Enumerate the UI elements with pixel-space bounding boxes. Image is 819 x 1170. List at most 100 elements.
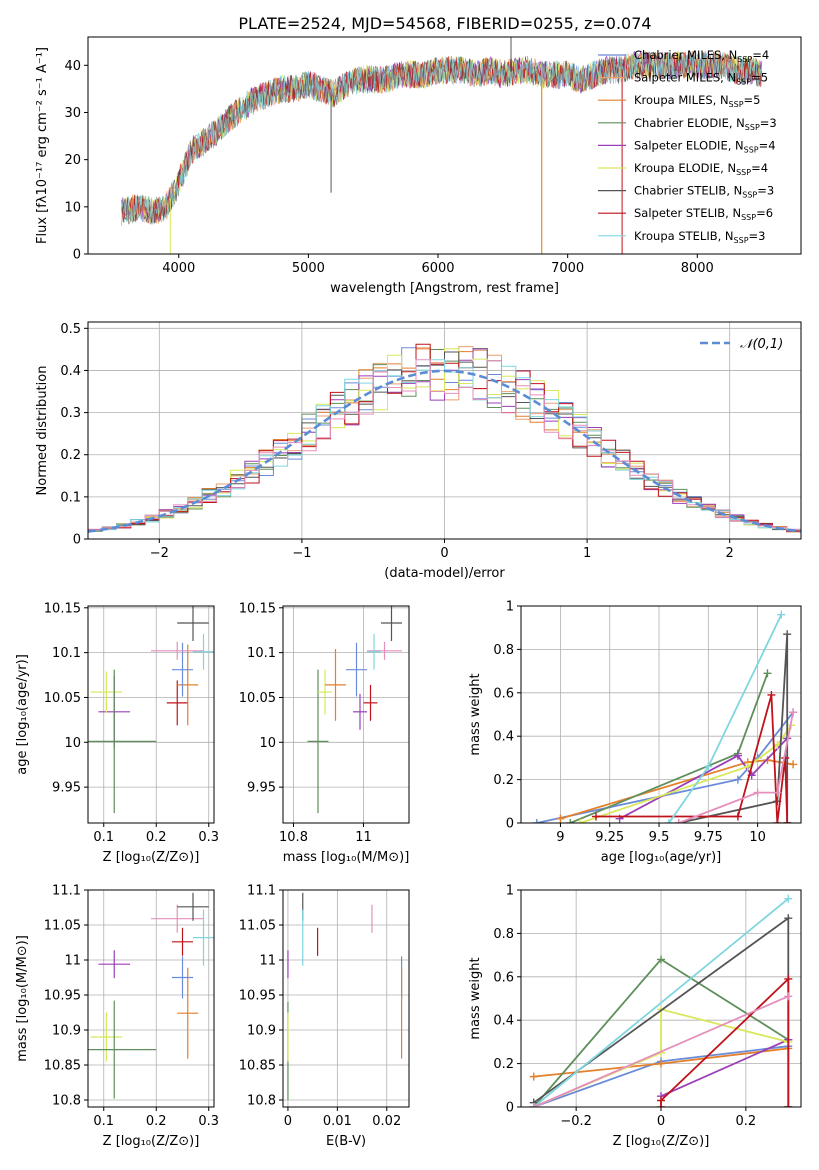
x-tick-label: 9.5	[649, 830, 670, 845]
weight-marker	[784, 992, 793, 1001]
error-cross	[177, 606, 209, 641]
weight-marker	[767, 690, 776, 699]
plot-6: 0 0.01 0.02 10.8 10.85 10.9 10.95 11 11.05 11.1 E(…	[239, 884, 410, 1149]
plot-2: 0.1 0.2 0.3 9.95 10 10.05 10.1 10.15 Z [log₁₀(Z/…	[15, 601, 219, 865]
y-tick-label: 10.15	[44, 601, 81, 616]
error-cross	[177, 892, 209, 921]
x-tick-label: 8000	[681, 261, 714, 276]
plot-area	[121, 37, 763, 254]
weight-line	[660, 1038, 789, 1098]
y-tick-label: 11	[64, 954, 81, 969]
weight-marker	[591, 812, 600, 821]
error-cross	[381, 606, 402, 641]
plot-5: 0.1 0.2 0.3 10.8 10.85 10.9 10.95 11 11.05 11.1 Z …	[15, 884, 219, 1150]
plot-area	[532, 610, 798, 823]
y-tick-label: 0.2	[493, 773, 514, 788]
legend-sub: SSP	[734, 236, 749, 245]
error-cross	[318, 669, 332, 715]
x-axis-label: E(B-V)	[326, 1134, 366, 1149]
y-tick-label: 0.4	[493, 730, 514, 745]
x-tick-label: 0.1	[93, 1114, 114, 1129]
error-cross	[177, 967, 199, 1059]
y-tick-label: 10	[259, 736, 276, 751]
error-cross	[98, 950, 130, 979]
legend-sub: SSP	[741, 213, 756, 222]
legend-tail: =3	[749, 229, 766, 243]
error-cross	[88, 669, 157, 814]
y-tick-label: 10.1	[52, 646, 81, 661]
y-tick-label: 0	[73, 248, 81, 263]
y-tick-label: 10.85	[44, 1059, 81, 1074]
x-tick-label: 0.1	[93, 830, 114, 845]
plot-frame	[87, 889, 215, 1108]
legend-sub: SSP	[729, 100, 744, 109]
x-tick-label: −2	[150, 546, 169, 561]
plot-area	[307, 606, 402, 814]
y-tick-label: 10.8	[247, 1094, 276, 1109]
weight-line	[619, 737, 788, 820]
legend-label: Chabrier ELODIE, NSSP=3	[634, 116, 777, 132]
histogram-series	[88, 359, 801, 530]
figure-title: PLATE=2524, MJD=54568, FIBERID=0255, z=0…	[238, 14, 651, 33]
weight-marker	[733, 751, 742, 760]
legend-label: Salpeter STELIB, NSSP=6	[634, 206, 773, 222]
spectrum-line	[121, 51, 763, 225]
legend-sub: SSP	[745, 123, 760, 132]
weight-marker	[763, 669, 772, 678]
y-tick-label: 10.9	[52, 1024, 81, 1039]
y-tick-label: 0.4	[493, 1014, 514, 1029]
y-tick-label: 11.1	[247, 884, 276, 899]
weight-marker	[674, 819, 683, 823]
error-cross	[151, 904, 204, 933]
error-cross	[172, 956, 193, 999]
plot-4: 9 9.25 9.5 9.75 10 0 0.2 0.4 0.6 0.8 1 age [log₁₀(a…	[468, 600, 802, 865]
plot-frame	[282, 605, 410, 824]
error-cross	[88, 1000, 157, 1099]
y-tick-label: 10.95	[239, 989, 276, 1004]
weight-marker	[784, 1103, 793, 1107]
x-tick-label: 1	[583, 546, 591, 561]
weight-line	[533, 995, 789, 1107]
y-tick-label: 9.95	[52, 781, 81, 796]
y-axis-label: mass [log₁₀(M/M⊙)]	[15, 935, 30, 1062]
y-tick-label: 30	[64, 106, 81, 121]
y-tick-label: 0	[506, 1101, 514, 1116]
plot-area	[88, 892, 214, 1099]
y-tick-label: 10	[64, 200, 81, 215]
x-tick-label: 7000	[551, 261, 584, 276]
weight-line	[595, 694, 789, 823]
y-tick-label: 0.2	[493, 1057, 514, 1072]
weight-line	[579, 724, 792, 823]
error-cross	[172, 927, 193, 956]
weight-marker	[784, 894, 793, 903]
weight-marker	[657, 955, 665, 964]
y-tick-label: 1	[506, 884, 514, 899]
x-tick-label: 0	[284, 1114, 292, 1129]
x-tick-label: 2	[726, 546, 734, 561]
y-tick-label: 0.1	[60, 490, 81, 505]
y-tick-label: 11.05	[239, 919, 276, 934]
legend-tail: =3	[760, 116, 777, 130]
y-tick-label: 10.05	[239, 691, 276, 706]
y-tick-label: 10.05	[44, 691, 81, 706]
x-tick-label: 0.2	[146, 1114, 167, 1129]
plot-frame	[87, 605, 215, 824]
y-tick-label: 10.1	[247, 646, 276, 661]
x-axis-label: mass [log₁₀(M/M⊙)]	[283, 850, 410, 865]
legend-sub: SSP	[742, 191, 757, 200]
x-tick-label: 10.8	[279, 830, 308, 845]
weight-marker	[733, 812, 742, 821]
histogram-series	[88, 359, 801, 532]
weight-marker	[789, 708, 798, 717]
weight-marker	[664, 819, 673, 823]
weight-marker	[784, 974, 793, 983]
x-tick-label: 9.75	[694, 830, 723, 845]
plot-area	[88, 606, 214, 814]
y-axis-label: mass weight	[468, 673, 483, 755]
weight-marker	[789, 760, 798, 769]
plot-7: −0.2 0 0.2 0 0.2 0.4 0.6 0.8 1 Z [log₁₀(Z/Z⊙)] mas…	[468, 884, 802, 1149]
weight-marker	[743, 762, 752, 771]
y-tick-label: 10.95	[44, 989, 81, 1004]
y-tick-label: 0.4	[60, 364, 81, 379]
